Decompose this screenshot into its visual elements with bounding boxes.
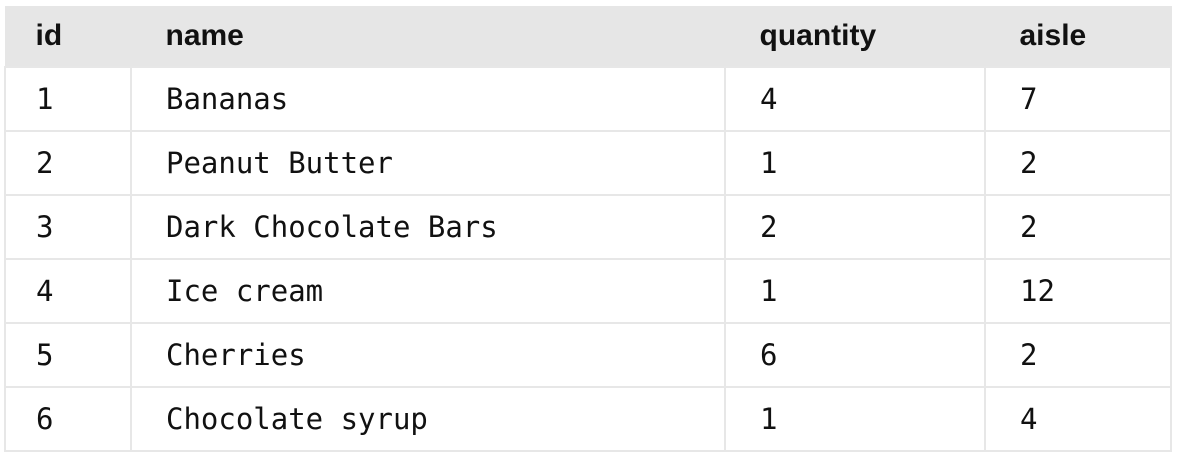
- cell-id: 2: [4, 129, 132, 196]
- cell-aisle: 2: [984, 321, 1172, 388]
- cell-id: 3: [4, 193, 132, 260]
- table-header: id name quantity aisle: [4, 6, 1172, 67]
- cell-name: Peanut Butter: [130, 129, 726, 196]
- cell-aisle: 2: [984, 129, 1172, 196]
- table-row: 5 Cherries 6 2: [4, 321, 1172, 388]
- cell-quantity: 1: [724, 385, 986, 452]
- table-row: 3 Dark Chocolate Bars 2 2: [4, 193, 1172, 260]
- cell-quantity: 1: [724, 257, 986, 324]
- table-row: 1 Bananas 4 7: [4, 65, 1172, 132]
- column-header-quantity[interactable]: quantity: [724, 6, 986, 67]
- cell-aisle: 7: [984, 65, 1172, 132]
- results-table-container: id name quantity aisle 1 Bananas 4 7 2 P…: [4, 6, 1172, 452]
- cell-aisle: 12: [984, 257, 1172, 324]
- table-row: 6 Chocolate syrup 1 4: [4, 385, 1172, 452]
- cell-id: 1: [4, 65, 132, 132]
- cell-name: Bananas: [130, 65, 726, 132]
- column-header-id[interactable]: id: [4, 6, 132, 67]
- cell-quantity: 4: [724, 65, 986, 132]
- results-table: id name quantity aisle 1 Bananas 4 7 2 P…: [4, 6, 1172, 452]
- cell-id: 4: [4, 257, 132, 324]
- column-header-aisle[interactable]: aisle: [984, 6, 1172, 67]
- table-row: 2 Peanut Butter 1 2: [4, 129, 1172, 196]
- cell-name: Cherries: [130, 321, 726, 388]
- cell-id: 5: [4, 321, 132, 388]
- cell-quantity: 6: [724, 321, 986, 388]
- cell-name: Dark Chocolate Bars: [130, 193, 726, 260]
- cell-id: 6: [4, 385, 132, 452]
- cell-aisle: 4: [984, 385, 1172, 452]
- header-row: id name quantity aisle: [4, 6, 1172, 67]
- cell-aisle: 2: [984, 193, 1172, 260]
- column-header-name[interactable]: name: [130, 6, 726, 67]
- cell-name: Chocolate syrup: [130, 385, 726, 452]
- cell-name: Ice cream: [130, 257, 726, 324]
- table-row: 4 Ice cream 1 12: [4, 257, 1172, 324]
- cell-quantity: 1: [724, 129, 986, 196]
- table-body: 1 Bananas 4 7 2 Peanut Butter 1 2 3 Dark…: [4, 65, 1172, 452]
- cell-quantity: 2: [724, 193, 986, 260]
